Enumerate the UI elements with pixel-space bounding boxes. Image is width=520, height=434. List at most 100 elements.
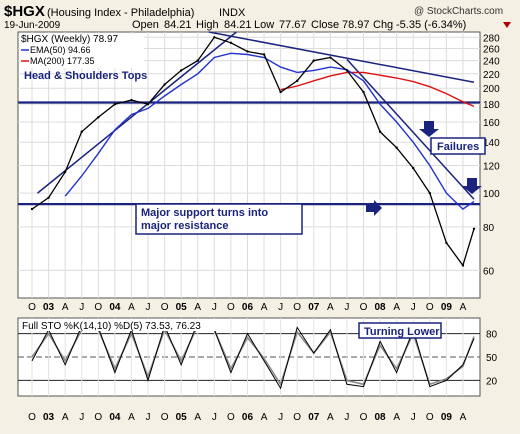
price-point: [196, 59, 199, 62]
sto-x-tick-label: O: [426, 412, 434, 423]
price-point: [362, 90, 365, 94]
watermark: @ StockCharts.com: [414, 6, 503, 17]
sto-x-tick-label: O: [94, 412, 102, 423]
sto-x-tick-label: J: [278, 412, 283, 423]
price-tick-label: 160: [483, 118, 500, 129]
price-tick-label: 200: [483, 84, 500, 95]
steep-trendline: [346, 58, 475, 200]
sto-tick-label: 20: [486, 376, 498, 387]
price-x-tick-label: A: [327, 302, 334, 313]
low-value: 77.67: [279, 19, 307, 31]
price-x-tick-label: J: [278, 302, 283, 313]
sto-x-tick-label: A: [194, 412, 201, 423]
legend-ema: EMA(50) 94.66: [30, 45, 91, 55]
price-point: [229, 41, 233, 45]
date-label: 19-Jun-2009: [4, 20, 61, 31]
index-name: (Housing Index - Philadelphia): [47, 7, 194, 19]
ma-200-line: [280, 71, 475, 108]
price-point: [428, 191, 431, 195]
price-x-tick-label: J: [212, 302, 217, 313]
price-x-tick-label: A: [261, 302, 268, 313]
sto-x-tick-label: 07: [308, 412, 320, 423]
price-point: [30, 207, 34, 211]
price-point: [472, 227, 476, 230]
sto-x-tick-label: A: [128, 412, 135, 423]
price-x-tick-label: J: [79, 302, 84, 313]
sto-x-tick-label: J: [146, 412, 151, 423]
price-tick-label: 240: [483, 57, 500, 68]
price-tick-label: 60: [483, 266, 495, 277]
price-x-tick-label: O: [360, 302, 368, 313]
sto-x-tick-label: J: [411, 412, 416, 423]
price-tick-label: 100: [483, 189, 500, 200]
high-value: 84.21: [224, 19, 252, 31]
price-x-tick-label: O: [28, 302, 36, 313]
chg-value: -5.35 (-6.34%): [396, 19, 466, 31]
sto-x-tick-label: O: [227, 412, 235, 423]
turning-lower-annotation: Turning Lower: [364, 326, 440, 338]
legend-box: [20, 34, 144, 68]
price-point: [179, 69, 183, 72]
sto-x-tick-label: A: [261, 412, 268, 423]
failures-box: [430, 137, 486, 155]
sto-x-tick-label: J: [344, 412, 349, 423]
price-point: [246, 50, 249, 53]
price-x-tick-label: 07: [308, 302, 320, 313]
price-x-tick-label: J: [411, 302, 416, 313]
price-x-tick-label: O: [227, 302, 235, 313]
price-point: [329, 56, 332, 59]
price-point: [461, 264, 465, 267]
price-x-tick-label: J: [344, 302, 349, 313]
price-point: [279, 90, 282, 94]
price-point: [378, 130, 382, 133]
support-arrow-icon: [366, 200, 382, 216]
down-arrow-icon: [503, 22, 511, 28]
support-box: [135, 203, 303, 235]
open-value: 84.21: [164, 19, 192, 31]
price-x-tick-label: 04: [109, 302, 121, 313]
sto-label: Full STO %K(14,10) %D(5) 73.53, 76.23: [22, 321, 201, 332]
price-point: [47, 196, 50, 199]
price-point: [262, 53, 266, 56]
price-x-tick-label: O: [161, 302, 169, 313]
price-tick-label: 140: [483, 138, 500, 149]
price-x-axis: O 03 A J O 04 A J O 05 A J O 06 A J O 07 A J O 08 A J O 09 A: [28, 302, 467, 313]
price-x-tick-label: O: [293, 302, 301, 313]
sto-tick-label: 80: [486, 330, 498, 341]
sto-x-tick-label: 08: [375, 412, 387, 423]
symbol-title: $HGX: [4, 3, 45, 20]
price-point: [163, 83, 166, 86]
falling-trendline: [208, 31, 475, 84]
sto-tick-label: 50: [486, 353, 498, 364]
price-tick-label: 80: [483, 223, 495, 234]
failures-annotation: Failures: [437, 141, 479, 153]
sto-label-box: [20, 319, 224, 331]
sto-x-tick-label: O: [360, 412, 368, 423]
price-tick-label: 220: [483, 70, 500, 81]
price-point: [445, 241, 448, 245]
price-point: [97, 116, 100, 119]
price-point: [345, 69, 349, 72]
sto-x-tick-label: O: [293, 412, 301, 423]
open-label: Open: [132, 19, 159, 31]
support-annotation-line2: major resistance: [141, 220, 228, 232]
sto-series: [31, 321, 475, 390]
price-x-tick-label: 06: [242, 302, 254, 313]
price-x-tick-label: O: [426, 302, 434, 313]
sto-x-tick-label: 09: [441, 412, 453, 423]
price-x-tick-label: A: [460, 302, 467, 313]
price-point: [412, 166, 415, 170]
price-x-tick-label: A: [62, 302, 69, 313]
legend-ma: MA(200) 177.35: [30, 56, 95, 66]
price-x-tick-label: 09: [441, 302, 453, 313]
price-tick-label: 260: [483, 45, 500, 56]
price-point: [296, 79, 299, 83]
price-point: [312, 59, 315, 62]
hs-annotation: Head & Shoulders Tops: [24, 70, 147, 82]
sto-x-tick-label: J: [212, 412, 217, 423]
price-line: [31, 36, 475, 267]
failure-arrow-icon-1: [419, 121, 439, 137]
sto-x-tick-label: 03: [43, 412, 55, 423]
low-label: Low: [254, 19, 274, 31]
